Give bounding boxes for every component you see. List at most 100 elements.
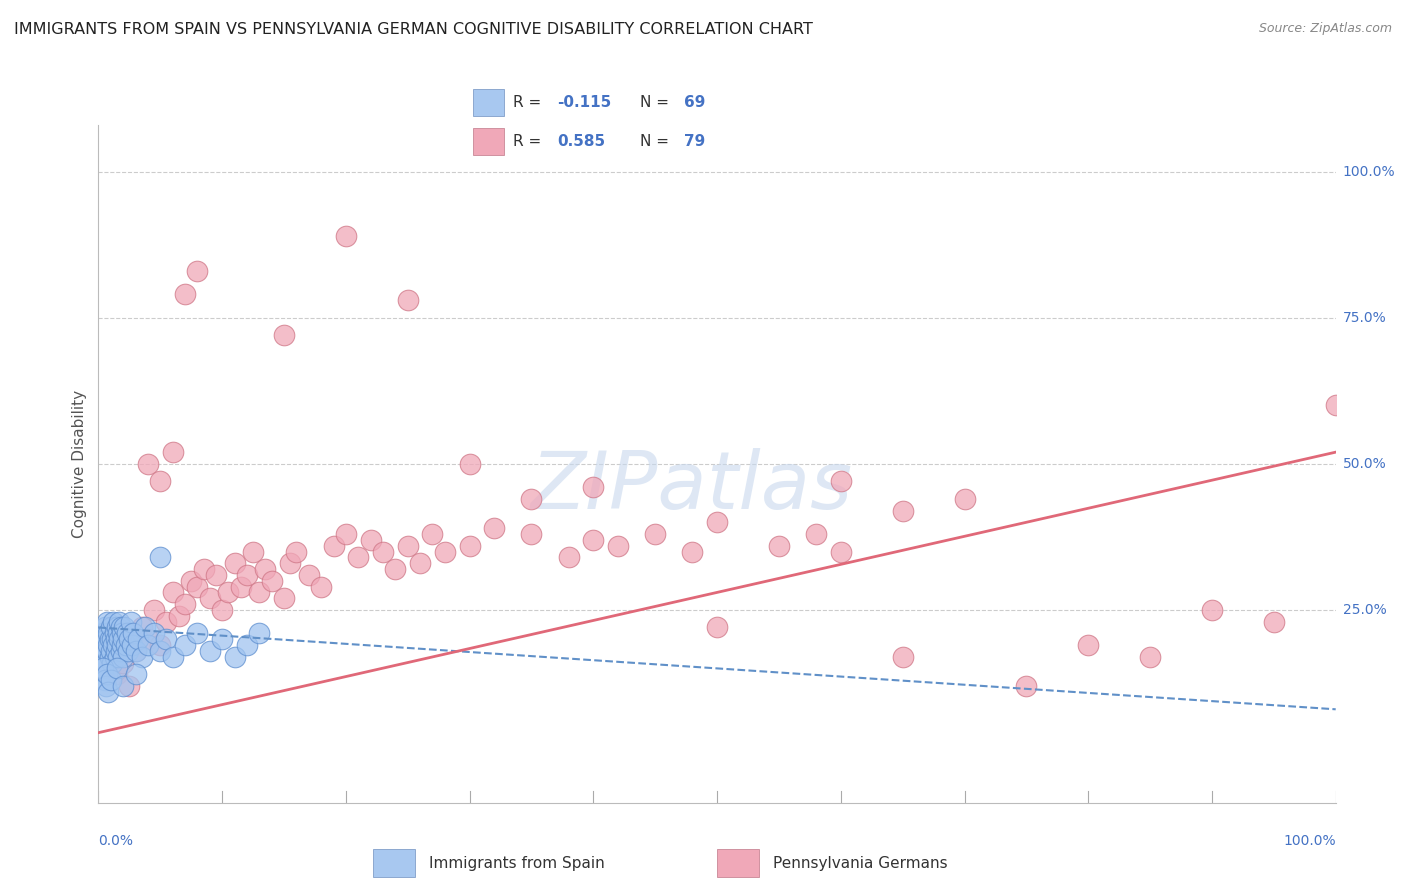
Point [112,656,135,670]
Point [107,626,129,640]
Point [96,644,118,658]
Point [1015,679,1038,693]
Text: 100.0%: 100.0% [1284,834,1336,848]
Point [94,632,117,647]
Point [110,620,132,634]
Point [582,533,605,547]
Point [98,649,121,664]
Point [205,567,228,582]
Point [186,580,208,594]
Text: ZIPatlas: ZIPatlas [531,448,853,526]
Y-axis label: Cognitive Disability: Cognitive Disability [72,390,87,538]
Point [804,527,827,541]
Point [273,591,295,606]
Point [118,679,141,693]
Point [198,644,221,658]
Point [97,626,120,640]
Point [134,620,156,634]
Point [186,264,208,278]
Point [891,503,914,517]
Text: R =: R = [513,95,547,110]
Point [162,445,184,459]
Point [247,626,270,640]
Point [520,527,543,541]
Point [104,644,127,658]
Point [520,491,543,506]
Point [105,667,128,681]
Point [149,475,172,489]
Point [149,644,172,658]
Point [112,632,135,647]
Point [93,626,115,640]
Point [162,585,184,599]
Point [247,585,270,599]
Point [396,539,419,553]
Point [298,567,321,582]
Point [105,620,128,634]
Point [100,644,122,658]
Point [93,673,115,687]
Point [1201,603,1223,617]
Point [396,293,419,308]
FancyBboxPatch shape [373,849,415,877]
Point [706,516,728,530]
Point [174,597,197,611]
Point [120,615,142,629]
Point [136,632,159,647]
Point [254,562,277,576]
Point [229,580,252,594]
Point [93,620,115,634]
Point [90,649,112,664]
Point [384,562,406,576]
Point [103,638,125,652]
Point [100,620,122,634]
Point [124,667,146,681]
Point [458,539,481,553]
Text: R =: R = [513,134,547,149]
Point [236,638,259,652]
Point [127,632,149,647]
Text: N =: N = [640,95,673,110]
Text: Immigrants from Spain: Immigrants from Spain [429,855,605,871]
Point [193,562,215,576]
Point [143,603,166,617]
Point [174,287,197,301]
Point [97,685,120,699]
Point [155,632,177,647]
Point [124,644,146,658]
Point [111,626,134,640]
Point [136,638,159,652]
Text: N =: N = [640,134,673,149]
Point [273,328,295,343]
Point [278,556,301,570]
Point [644,527,666,541]
Point [108,632,131,647]
FancyBboxPatch shape [474,128,505,155]
Point [484,521,506,535]
Point [117,644,139,658]
Point [98,632,121,647]
Point [347,550,370,565]
Point [224,556,246,570]
Point [198,591,221,606]
Point [122,626,145,640]
Point [124,644,146,658]
Text: 69: 69 [683,95,704,110]
Point [112,679,135,693]
Text: -0.115: -0.115 [557,95,612,110]
Point [114,638,136,652]
Text: 75.0%: 75.0% [1343,310,1386,325]
Point [582,480,605,494]
Point [93,661,115,675]
Text: Pennsylvania Germans: Pennsylvania Germans [773,855,948,871]
Point [1263,615,1285,629]
Point [891,649,914,664]
Point [96,615,118,629]
Point [953,491,976,506]
Point [155,615,177,629]
Point [174,638,197,652]
Point [108,615,131,629]
FancyBboxPatch shape [474,89,505,116]
Point [768,539,790,553]
Point [121,638,143,652]
